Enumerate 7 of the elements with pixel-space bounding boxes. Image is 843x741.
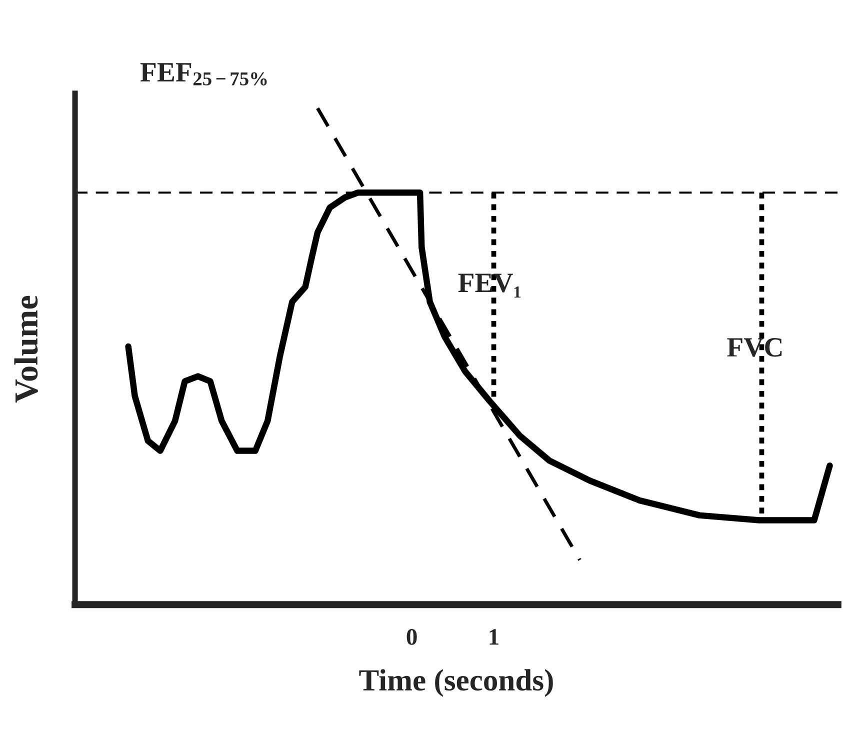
x-tick-label: 0 xyxy=(406,628,417,645)
annotation: FEV₁ xyxy=(458,274,521,298)
x-tick-label: 1 xyxy=(490,629,498,645)
text: FEF$_{25−75%}$ xyxy=(140,63,267,86)
annotation: FVC xyxy=(727,338,782,357)
x-axis-title: Time (seconds) xyxy=(359,669,553,697)
y-axis-title: Volume xyxy=(14,296,38,403)
